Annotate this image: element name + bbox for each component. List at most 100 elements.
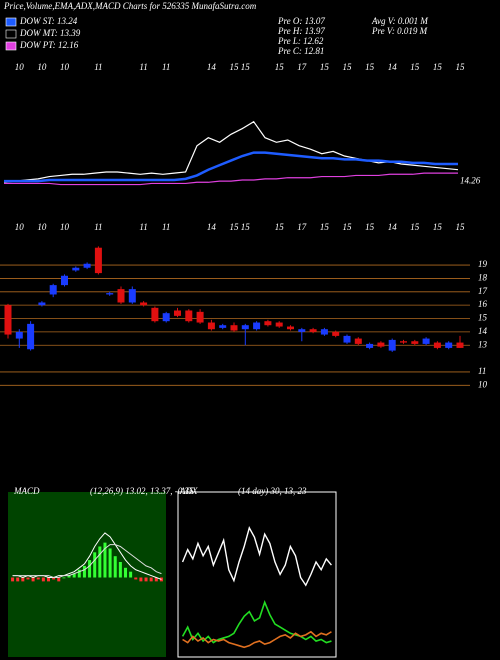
ema-line xyxy=(4,172,458,186)
histogram-bar xyxy=(154,577,158,582)
date-label: 10 xyxy=(37,222,47,232)
candle-body xyxy=(106,293,114,295)
candle-body xyxy=(151,307,159,322)
y-tick-label: 16 xyxy=(478,299,488,309)
histogram-bar xyxy=(62,577,66,579)
candle-body xyxy=(366,343,374,348)
candle-body xyxy=(94,247,102,274)
legend-swatch xyxy=(5,29,17,39)
date-label: 10 xyxy=(15,222,25,232)
panel-params: (14 day) 30, 13, 23 xyxy=(238,486,307,496)
date-label: 10 xyxy=(60,222,70,232)
last-value-label: 14.26 xyxy=(460,175,481,185)
date-label: 14 xyxy=(207,62,217,72)
candle-body xyxy=(72,267,80,271)
y-tick-label: 17 xyxy=(478,286,488,296)
y-tick-label: 10 xyxy=(478,379,488,389)
date-label: 15 xyxy=(365,62,375,72)
date-label: 11 xyxy=(94,62,102,72)
y-tick-label: 19 xyxy=(478,259,488,269)
macd-panel xyxy=(8,492,166,657)
macd-line xyxy=(12,544,162,578)
candle-body xyxy=(15,331,23,339)
candle-body xyxy=(422,338,430,344)
y-tick-label: 14 xyxy=(478,326,488,336)
date-label: 15 xyxy=(230,222,240,232)
candle-body xyxy=(275,322,283,327)
date-label: 15 xyxy=(433,222,443,232)
stat-label: Pre O: 13.07 xyxy=(277,16,325,26)
candle-body xyxy=(445,342,453,348)
date-label: 10 xyxy=(37,62,47,72)
adx-panel xyxy=(177,491,337,658)
y-tick-label: 13 xyxy=(478,339,488,349)
date-label: 15 xyxy=(275,62,285,72)
candle-body xyxy=(185,310,193,322)
candle-body xyxy=(456,342,464,348)
stat-label: Pre V: 0.019 M xyxy=(371,26,428,36)
histogram-bar xyxy=(72,573,76,578)
histogram-bar xyxy=(47,577,50,582)
candle-body xyxy=(4,305,12,335)
date-label: 17 xyxy=(297,222,307,232)
candle-body xyxy=(174,310,181,316)
candle-body xyxy=(253,322,261,330)
candle-body xyxy=(117,289,125,303)
date-label: 15 xyxy=(241,62,251,72)
histogram-bar xyxy=(93,552,97,578)
histogram-bar xyxy=(149,577,153,582)
histogram-bar xyxy=(36,577,40,580)
histogram-bar xyxy=(21,577,25,582)
stat-label: Pre L: 12.62 xyxy=(277,36,324,46)
candle-body xyxy=(332,331,340,336)
legend-label: DOW ST: 13.24 xyxy=(19,16,78,26)
histogram-bar xyxy=(103,542,107,578)
y-tick-label: 11 xyxy=(478,366,486,376)
histogram-bar xyxy=(88,560,92,578)
adx-line xyxy=(182,630,332,649)
date-label: 15 xyxy=(320,62,330,72)
date-label: 15 xyxy=(343,222,353,232)
histogram-bar xyxy=(139,577,143,582)
histogram-bar xyxy=(134,577,138,580)
y-tick-label: 15 xyxy=(478,313,488,323)
date-label: 15 xyxy=(456,62,466,72)
candle-body xyxy=(128,289,136,303)
date-label: 10 xyxy=(15,62,25,72)
date-label: 15 xyxy=(343,62,353,72)
histogram-bar xyxy=(124,567,127,578)
panel-title: MACD xyxy=(13,486,40,496)
date-label: 10 xyxy=(60,62,70,72)
panel-params: (12,26,9) 13.02, 13.37, -0.35 xyxy=(90,486,194,496)
histogram-bar xyxy=(129,571,133,578)
candle-body xyxy=(354,338,362,344)
y-tick-label: 18 xyxy=(478,273,488,283)
date-label: 15 xyxy=(230,62,240,72)
candle-body xyxy=(309,329,317,332)
adx-line xyxy=(181,526,332,587)
date-label: 11 xyxy=(139,62,147,72)
candle-body xyxy=(162,313,170,322)
histogram-bar xyxy=(26,577,30,580)
histogram-bar xyxy=(118,562,122,578)
date-label: 11 xyxy=(162,222,170,232)
histogram-bar xyxy=(11,577,15,582)
candle-body xyxy=(230,325,238,331)
candle-body xyxy=(140,302,148,306)
candle-body xyxy=(320,329,328,335)
histogram-bar xyxy=(144,577,148,582)
date-label: 15 xyxy=(320,222,330,232)
candle-body xyxy=(241,325,249,330)
histogram-bar xyxy=(52,577,56,580)
date-label: 15 xyxy=(275,222,285,232)
legend-swatch xyxy=(5,41,17,51)
candle-body xyxy=(377,342,385,347)
legend-label: DOW PT: 12.16 xyxy=(19,40,79,50)
date-label: 14 xyxy=(388,62,398,72)
date-label: 11 xyxy=(139,222,147,232)
date-label: 17 xyxy=(297,62,307,72)
date-label: 14 xyxy=(207,222,217,232)
candle-body xyxy=(411,341,419,344)
candle-body xyxy=(38,302,46,306)
